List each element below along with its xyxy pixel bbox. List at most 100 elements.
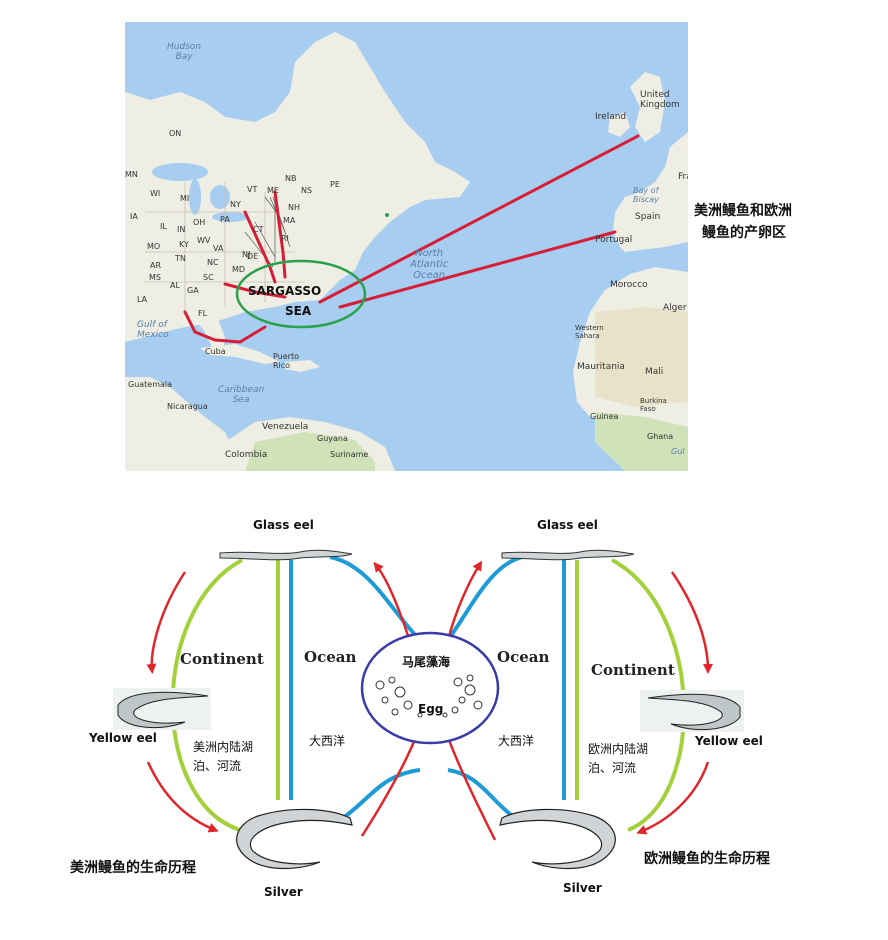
state-borders [145,182,305,312]
map-label-nc: NC [207,258,219,267]
right-silver-label: Silver [563,881,602,895]
map-label-ky: KY [179,240,189,249]
map-label-pe: PE [330,180,340,189]
map-label-spain: Spain [635,212,661,222]
map-label-ga: GA [187,286,199,295]
right-arrow-yellow-to-silver [636,761,710,835]
sargasso-sea-circle [235,259,367,329]
route-portugal [338,230,617,309]
right-glass-eel-label: Glass eel [537,518,598,532]
right-silver-eel-icon [499,808,616,870]
lake-superior [152,163,208,181]
sargasso-sea-label: SEA [285,304,312,318]
route-georgia [223,282,287,299]
right-atlantic-label: 大西洋 [498,734,535,748]
map-label-gulf: Gul [671,447,685,456]
marker-dot [385,213,389,217]
spawning-note-line2: 鳗鱼的产卵区 [702,225,786,241]
left-top-blue-curve [329,555,422,642]
right-ocean-label: Ocean [497,648,550,666]
right-yellow-eel-label: Yellow eel [695,734,763,748]
cycle-canvas [113,549,744,870]
map-label-nb: NB [285,174,297,183]
map-label-mali: Mali [645,367,664,377]
map-label-mo: MO [147,242,161,251]
route-maine [273,190,287,279]
left-arrow-yellow-to-silver [146,761,219,833]
map-label-pa: PA [220,215,230,224]
left-atlantic-label: 大西洋 [309,734,346,748]
map-label-md: MD [232,265,246,274]
map-label-morocco: Morocco [610,280,648,290]
left-ocean-label: Ocean [304,648,357,666]
map-label-guatemala: Guatemala [128,380,173,389]
right-inland-label: 欧洲内陆湖 泊、河流 [588,740,648,778]
map-label-wi: WI [150,189,161,198]
map-label-caribbean-sea: Caribbean Sea [218,385,265,405]
map-label-bay-of-biscay: Bay of Biscay [633,186,659,204]
map-label-ri: RI [281,234,289,243]
left-glass-eel-label: Glass eel [253,518,314,532]
map-canvas [125,22,688,471]
migration-routes [183,134,640,344]
map-label-portugal: Portugal [595,235,633,245]
iceland-uk-land [630,72,665,142]
map-label-on: ON [169,129,182,138]
map-label-sc: SC [203,273,214,282]
lake-huron [210,185,230,209]
right-inland-line2: 泊、河流 [588,761,637,775]
map-label-me: ME [267,186,279,195]
map-label-puerto-rico: Puerto Rico [273,352,299,370]
map-label-suriname: Suriname [330,450,369,459]
egg-label: Egg [418,702,444,716]
left-arrow-silver-to-egg [360,728,421,837]
map-label-nicaragua: Nicaragua [167,402,208,411]
west-africa-forest [595,412,688,471]
map-label-ms: MS [149,273,161,282]
left-life-cycle-title: 美洲鳗鱼的生命历程 [70,860,196,876]
left-glass-eel-icon [219,549,353,561]
map-label-nj: NJ [242,250,251,259]
left-continent-label: Continent [180,650,264,668]
map-label-north-atlantic-ocean: North Atlantic Ocean [410,248,449,281]
map-label-de: DE [247,252,259,261]
map-label-wv: WV [197,236,211,245]
cuba-land [200,344,280,364]
map-label-united-kingdom: United Kingdom [640,90,680,110]
map-label-fl: FL [198,309,208,318]
lake-michigan [189,179,201,215]
right-arrow-silver-to-egg [443,728,497,841]
route-ireland [318,134,640,304]
route-ct [243,210,277,284]
ireland-land [608,112,630,137]
left-silver-label: Silver [264,885,303,899]
atlantic-map: Hudson Bay ON MN WI MI IA IL IN OH PA NY… [125,22,688,471]
sargasso-cn-label: 马尾藻海 [402,655,451,669]
north-america-land [125,32,470,342]
map-label-va: VA [213,244,224,253]
right-inland-line1: 欧洲内陆湖 [588,742,649,756]
map-label-western-sahara: Western Sahara [575,324,604,340]
map-label-mauritania: Mauritania [577,362,625,372]
map-label-ct: CT [253,225,264,234]
map-label-algeria: Alger [663,303,687,313]
map-label-tn: TN [175,254,186,263]
map-label-mn: MN [125,170,138,179]
left-inland-label: 美洲内陆湖 泊、河流 [193,738,253,776]
map-label-vt: VT [247,185,258,194]
map-label-ar: AR [150,261,162,270]
right-top-blue-curve [446,555,523,642]
sargasso-label: SARGASSO [248,284,322,298]
left-inland-line1: 美洲内陆湖 [193,740,254,754]
life-cycle-diagram: Glass eel Glass eel Continent Ocean Ocea… [0,500,888,940]
left-yellow-eel-icon [113,688,211,730]
right-glass-eel-icon [501,549,635,561]
map-label-nh: NH [288,203,300,212]
map-label-ns: NS [301,186,313,195]
route-florida [183,310,267,344]
spawning-note-line1: 美洲鳗鱼和欧洲 [694,203,792,219]
map-label-france: France [678,172,688,182]
map-label-ghana: Ghana [647,432,674,441]
left-yellow-eel-label: Yellow eel [89,731,157,745]
map-label-burkina-faso: Burkina Faso [640,397,667,413]
